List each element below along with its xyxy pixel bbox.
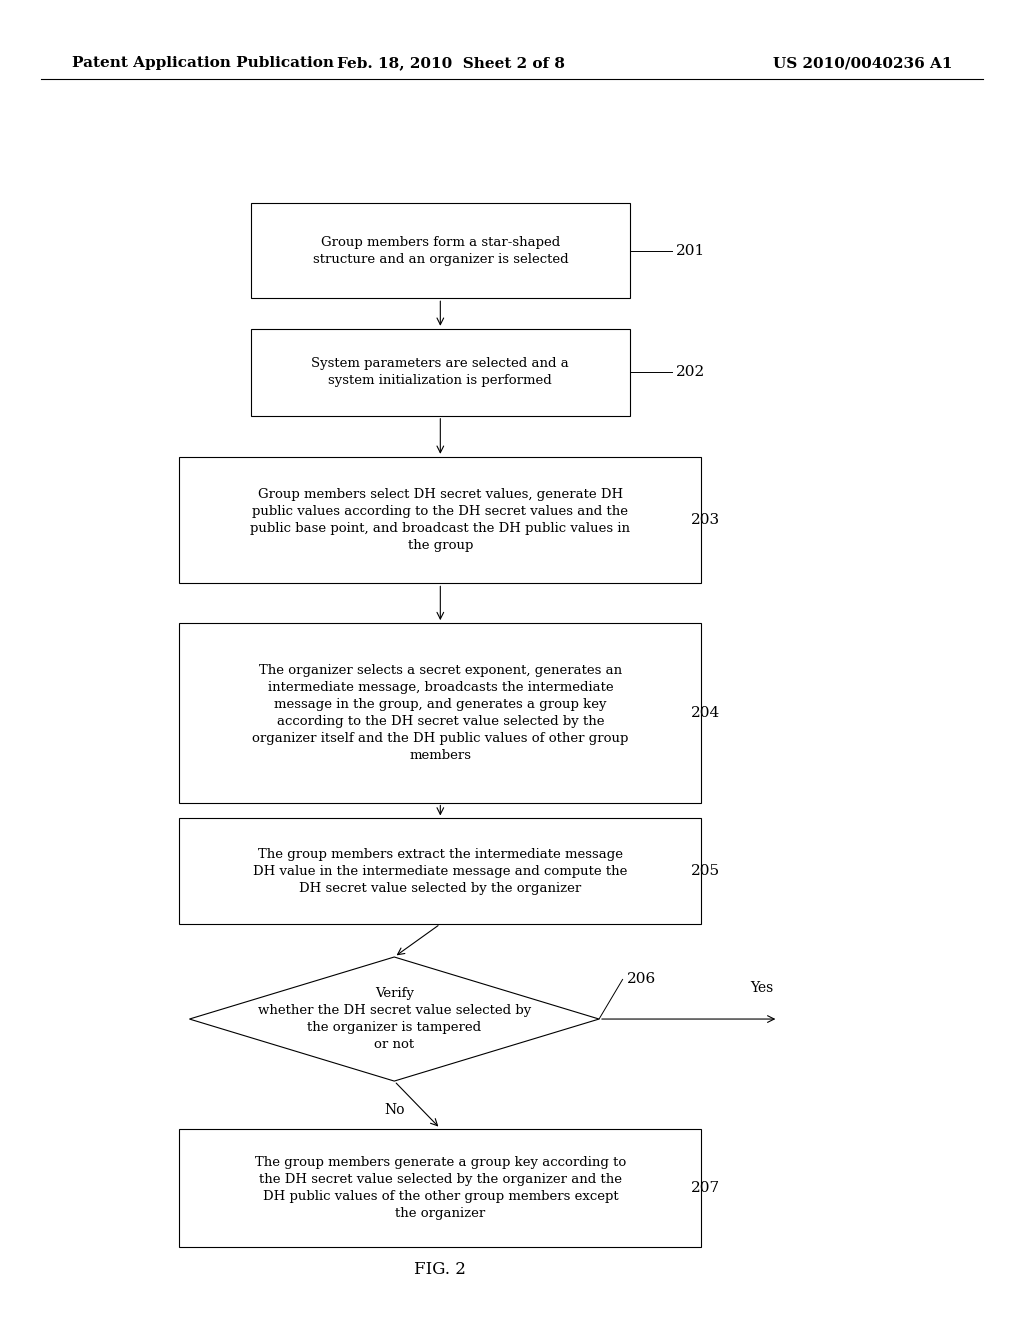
Bar <box>179 623 701 803</box>
Text: US 2010/0040236 A1: US 2010/0040236 A1 <box>773 57 952 70</box>
Text: Patent Application Publication: Patent Application Publication <box>72 57 334 70</box>
Text: 205: 205 <box>691 865 720 878</box>
Text: Verify
whether the DH secret value selected by
the organizer is tampered
or not: Verify whether the DH secret value selec… <box>258 987 530 1051</box>
Text: 204: 204 <box>691 706 721 719</box>
Bar <box>179 457 701 583</box>
Polygon shape <box>189 957 599 1081</box>
Bar <box>179 1129 701 1247</box>
Text: 202: 202 <box>676 366 706 379</box>
Text: Yes: Yes <box>750 981 773 995</box>
Bar <box>251 329 630 416</box>
Text: The group members generate a group key according to
the DH secret value selected: The group members generate a group key a… <box>255 1156 626 1220</box>
Text: The organizer selects a secret exponent, generates an
intermediate message, broa: The organizer selects a secret exponent,… <box>252 664 629 762</box>
Bar <box>179 818 701 924</box>
Text: No: No <box>384 1104 404 1117</box>
Bar <box>251 203 630 298</box>
Text: Group members form a star-shaped
structure and an organizer is selected: Group members form a star-shaped structu… <box>312 236 568 265</box>
Text: System parameters are selected and a
system initialization is performed: System parameters are selected and a sys… <box>311 358 569 387</box>
Text: 201: 201 <box>676 244 706 257</box>
Text: FIG. 2: FIG. 2 <box>415 1262 466 1278</box>
Text: Group members select DH secret values, generate DH
public values according to th: Group members select DH secret values, g… <box>250 488 631 552</box>
Text: Feb. 18, 2010  Sheet 2 of 8: Feb. 18, 2010 Sheet 2 of 8 <box>337 57 564 70</box>
Text: 206: 206 <box>627 973 656 986</box>
Text: 203: 203 <box>691 513 720 527</box>
Text: The group members extract the intermediate message
DH value in the intermediate : The group members extract the intermedia… <box>253 847 628 895</box>
Text: 207: 207 <box>691 1181 720 1195</box>
